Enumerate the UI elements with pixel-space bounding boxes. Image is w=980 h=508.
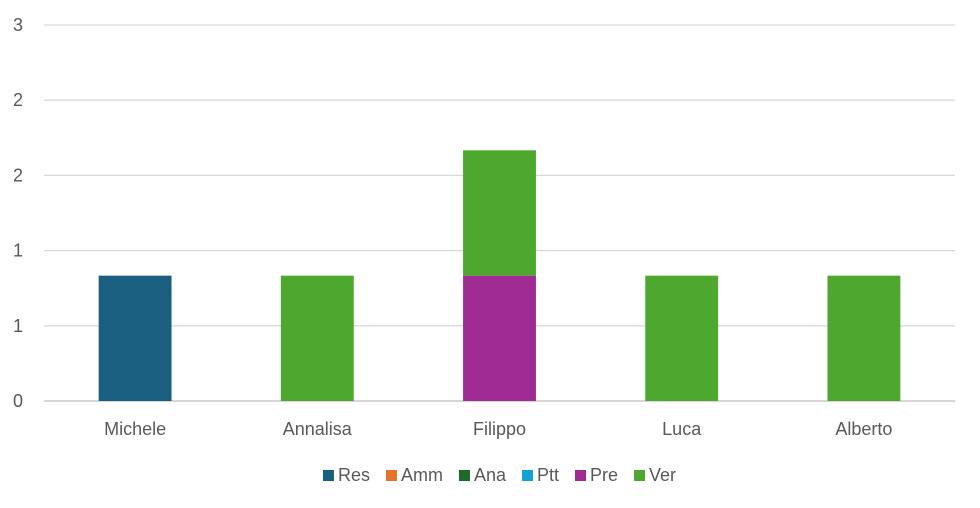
legend-swatch (385, 470, 397, 481)
y-tick-label: 2 (13, 165, 23, 185)
x-tick-label: Annalisa (283, 419, 353, 439)
legend-swatch (322, 470, 334, 481)
x-tick-label: Filippo (473, 419, 526, 439)
y-tick-label: 3 (13, 15, 23, 35)
legend-label: Amm (401, 465, 443, 485)
bars (98, 150, 901, 401)
legend-item: Ptt (521, 465, 559, 485)
bar-segment (463, 150, 536, 276)
legend-label: Ver (649, 465, 676, 485)
legend: Res Amm Ana Ptt Pre Ver (322, 465, 676, 485)
y-tick-label: 0 (13, 391, 23, 411)
bar-segment (645, 275, 719, 401)
legend-swatch (575, 470, 587, 481)
bar-segment (827, 275, 901, 401)
legend-item: Amm (385, 465, 443, 485)
x-tick-label: Michele (104, 419, 166, 439)
legend-item: Ver (634, 465, 676, 485)
legend-swatch (634, 470, 646, 481)
legend-swatch (521, 470, 533, 481)
legend-item: Ana (458, 465, 507, 485)
x-tick-label: Alberto (835, 419, 892, 439)
legend-item: Res (322, 465, 370, 485)
legend-label: Pre (590, 465, 618, 485)
bar-segment (98, 275, 172, 401)
legend-swatch (458, 470, 470, 481)
x-tick-label: Luca (662, 419, 702, 439)
y-axis-ticks: 0 1 1 2 2 3 (13, 15, 23, 411)
legend-label: Ana (474, 465, 507, 485)
bar-segment (280, 275, 354, 401)
y-tick-label: 1 (13, 316, 23, 336)
x-axis-ticks: Michele Annalisa Filippo Luca Alberto (104, 419, 892, 439)
bar-segment (463, 275, 536, 401)
legend-item: Pre (575, 465, 618, 485)
y-tick-label: 2 (13, 90, 23, 110)
legend-label: Res (338, 465, 370, 485)
y-tick-label: 1 (13, 241, 23, 261)
legend-label: Ptt (537, 465, 559, 485)
